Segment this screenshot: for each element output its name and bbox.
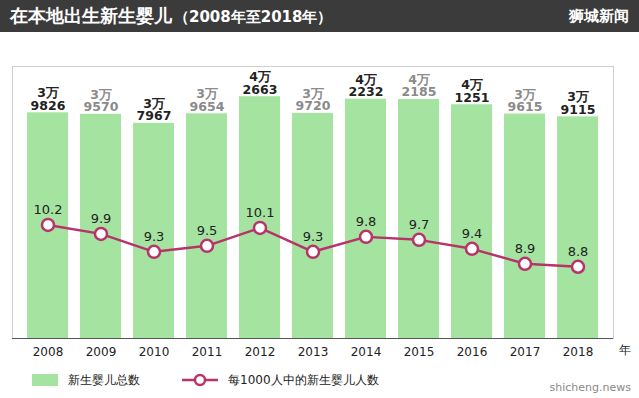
svg-text:2013: 2013: [298, 345, 329, 359]
svg-text:9.3: 9.3: [144, 229, 165, 244]
svg-text:2011: 2011: [192, 345, 223, 359]
svg-text:3万7967: 3万7967: [137, 96, 172, 124]
svg-text:10.2: 10.2: [34, 202, 63, 217]
svg-text:2009: 2009: [86, 345, 117, 359]
svg-text:2012: 2012: [245, 345, 276, 359]
svg-text:3万9115: 3万9115: [561, 89, 596, 117]
svg-text:9.7: 9.7: [409, 217, 430, 232]
svg-text:2014: 2014: [351, 345, 382, 359]
svg-text:2017: 2017: [510, 345, 541, 359]
html-text:狮城新闻: 狮城新闻: [569, 6, 629, 25]
html-text:每1000人中的新生婴儿人数: 每1000人中的新生婴儿人数: [228, 372, 379, 387]
svg-text:9.5: 9.5: [197, 223, 218, 238]
svg-text:4万2232: 4万2232: [349, 72, 384, 100]
html-text:在本地出生新生婴儿（2008年至2018年）: 在本地出生新生婴儿（2008年至2018年）: [10, 5, 333, 26]
svg-text:9.9: 9.9: [91, 211, 112, 226]
svg-text:年: 年: [619, 343, 631, 357]
svg-text:4万2185: 4万2185: [402, 72, 437, 100]
html-text:shicheng.news: shicheng.news: [549, 381, 631, 394]
html-text:新生婴儿总数: 新生婴儿总数: [68, 372, 140, 387]
svg-text:10.1: 10.1: [246, 205, 275, 220]
svg-text:4万2663: 4万2663: [243, 69, 278, 97]
svg-text:2016: 2016: [457, 345, 488, 359]
svg-text:9.3: 9.3: [303, 229, 324, 244]
svg-text:3万9720: 3万9720: [296, 86, 331, 114]
svg-text:8.9: 8.9: [515, 241, 536, 256]
svg-text:2010: 2010: [139, 345, 170, 359]
svg-text:3万9570: 3万9570: [84, 87, 119, 115]
svg-text:9.8: 9.8: [356, 214, 377, 229]
svg-text:3万9615: 3万9615: [508, 87, 543, 115]
svg-text:2018: 2018: [563, 345, 594, 359]
svg-text:8.8: 8.8: [568, 244, 589, 259]
svg-text:4万1251: 4万1251: [455, 77, 490, 105]
svg-text:2008: 2008: [33, 345, 64, 359]
svg-text:3万9654: 3万9654: [190, 86, 225, 114]
svg-text:9.4: 9.4: [462, 226, 483, 241]
svg-text:3万9826: 3万9826: [31, 85, 66, 113]
svg-text:2015: 2015: [404, 345, 435, 359]
